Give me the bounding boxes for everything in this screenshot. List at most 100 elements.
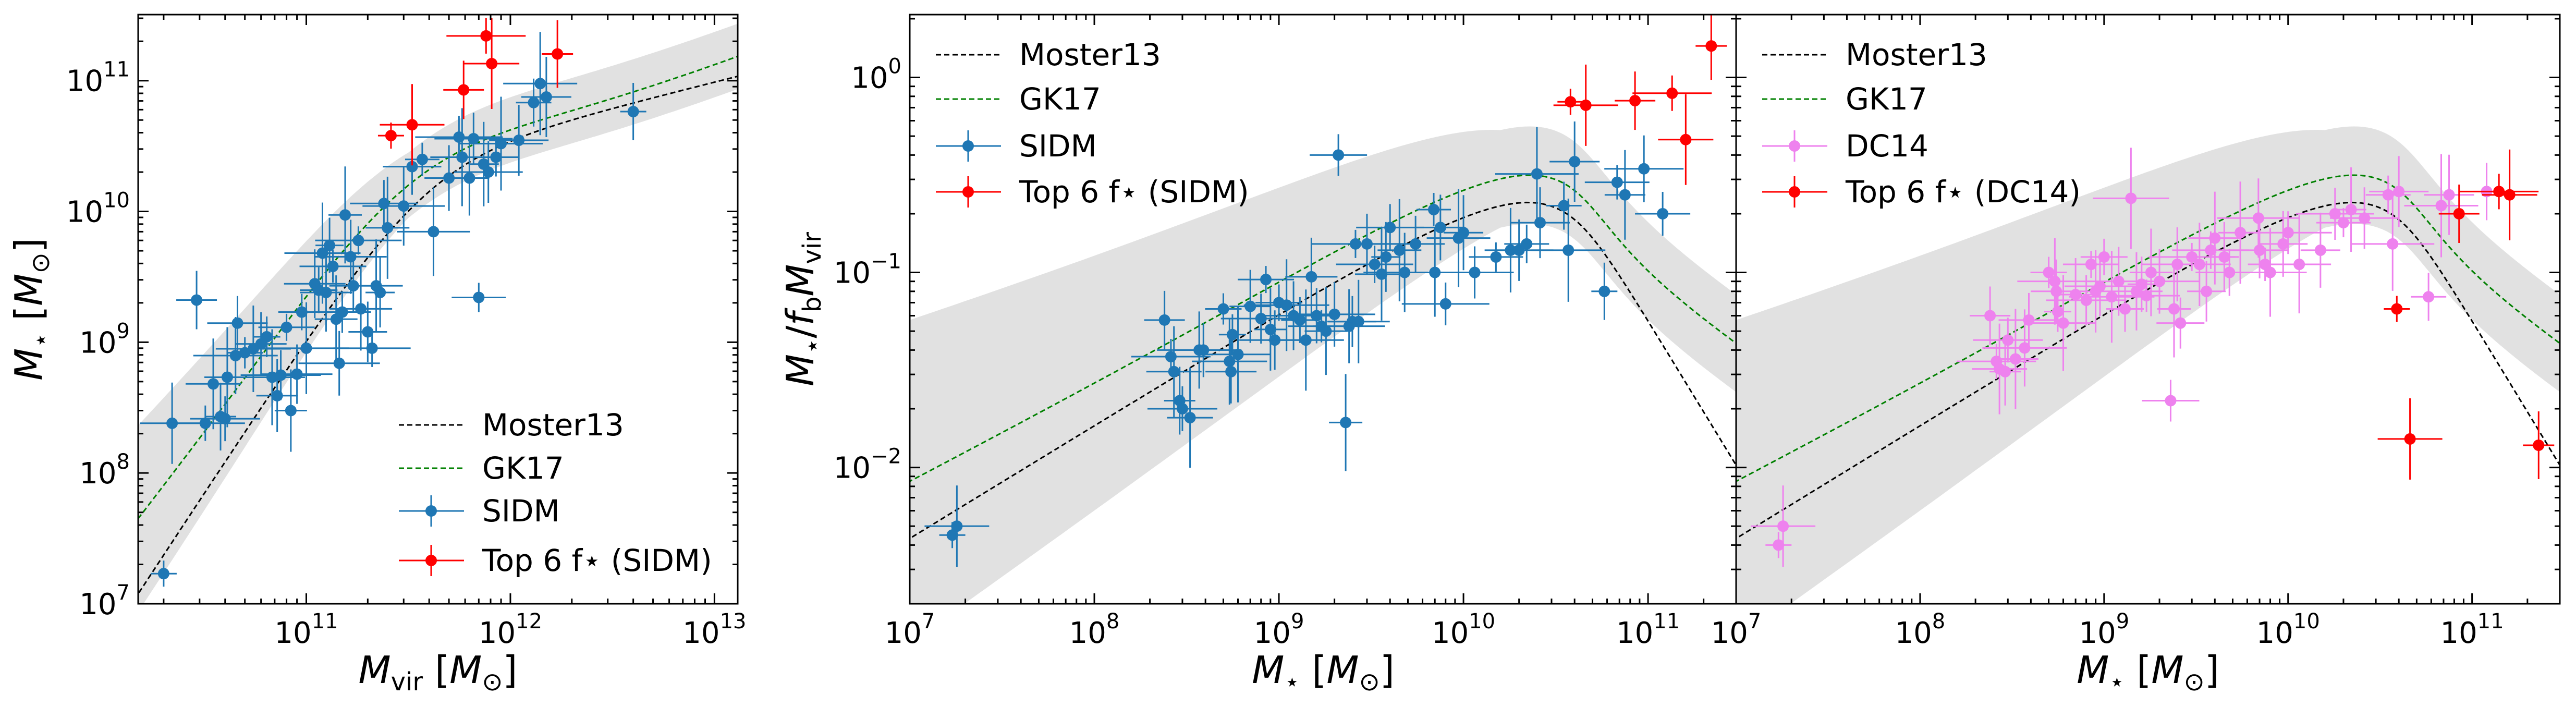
legend: Moster13 GK17 DC14 Top 6 f⋆ (DC14)	[1762, 37, 2081, 210]
data-point	[1281, 297, 1319, 343]
data-point	[2424, 154, 2474, 235]
data-point	[424, 145, 474, 211]
data-point	[2106, 286, 2144, 332]
x-axis-label: M⋆ [M⊙]	[2077, 648, 2219, 697]
data-point	[298, 331, 380, 396]
legend-sidm-label: SIDM	[482, 493, 560, 529]
axis-ticks: 107 108 109 1010 1011	[1711, 15, 2561, 650]
tick-label: 109	[2079, 610, 2129, 650]
data-point	[2093, 148, 2169, 249]
data-point	[315, 217, 344, 273]
data-points	[924, 15, 1727, 567]
gk17-band-area	[138, 23, 738, 604]
top6-point	[1557, 89, 1584, 115]
panel-shmr-dc14: 107 108 109 1010 1011 M⋆ [M⊙] Moster13 GK17 …	[1711, 14, 2561, 697]
data-point	[1970, 286, 2011, 345]
data-point	[1504, 224, 1549, 263]
data-point	[207, 296, 268, 350]
data-point	[2411, 273, 2447, 321]
gk17-band-area	[910, 126, 1736, 604]
data-point	[165, 405, 245, 441]
top6-point	[464, 18, 520, 109]
gk17-scatter-band	[1736, 126, 2560, 604]
x-axis-label: Mvir [M⊙]	[358, 648, 517, 697]
legend-dc14-label: DC14	[1846, 128, 1928, 164]
top6-point	[542, 20, 573, 88]
data-point	[1435, 246, 1514, 299]
data-point	[1293, 282, 1375, 347]
legend-top6-label: Top 6 f⋆ (SIDM)	[1019, 174, 1249, 210]
top6-point	[1658, 94, 1714, 185]
data-point	[263, 302, 349, 394]
data-point	[1604, 135, 1684, 202]
data-point	[2187, 261, 2226, 322]
top6-point	[1632, 75, 1712, 111]
data-point	[2119, 249, 2201, 314]
tick-label: 109	[79, 319, 130, 360]
legend-dc14-marker	[1762, 130, 1827, 162]
data-point	[348, 301, 387, 362]
data-point	[1285, 237, 1338, 316]
tick-label: 1013	[682, 610, 746, 650]
data-point	[328, 166, 362, 264]
legend-top6-marker	[399, 545, 464, 576]
data-point	[274, 369, 307, 452]
legend-sidm-label: SIDM	[1019, 128, 1097, 164]
tick-label: 107	[79, 581, 130, 621]
legend-top6-label: Top 6 f⋆ (SIDM)	[482, 543, 712, 578]
legend-top6-marker	[936, 176, 1001, 208]
tick-label: 1010	[1432, 610, 1495, 650]
data-point	[1992, 309, 2038, 409]
top6-point	[2482, 149, 2537, 240]
data-point	[383, 138, 442, 195]
data-point	[2142, 380, 2200, 422]
tick-label: 1012	[479, 610, 542, 650]
data-point	[1469, 242, 1523, 272]
data-point	[1377, 199, 1422, 301]
axis-ticks: 1011 1012 1013 107 108 109 1010 1011	[66, 15, 746, 650]
top6-point	[1695, 15, 1727, 80]
data-point	[1267, 289, 1344, 391]
data-point	[2030, 275, 2096, 371]
tick-label: 100	[851, 55, 901, 95]
tick-label: 10−2	[834, 445, 901, 485]
data-point	[1329, 374, 1363, 471]
data-point	[1218, 314, 1246, 355]
data-point	[1401, 282, 1490, 325]
y-axis-label: M⋆/fbMvir	[778, 232, 827, 386]
legend-moster13-label: Moster13	[482, 407, 624, 443]
top6-point	[2523, 411, 2555, 479]
top6-point	[1615, 71, 1656, 130]
data-point	[2157, 260, 2191, 358]
legend-gk17-label: GK17	[482, 450, 564, 486]
data-point	[1510, 187, 1570, 259]
data-point	[2233, 228, 2307, 317]
top6-point	[443, 60, 484, 119]
model-curves	[910, 174, 1736, 540]
data-point	[1356, 204, 1424, 251]
data-point	[1205, 339, 1257, 404]
data-point	[2062, 251, 2119, 278]
data-point	[261, 344, 333, 404]
data-point	[620, 83, 646, 141]
x-axis-label: M⋆ [M⊙]	[1252, 648, 1395, 697]
data-point	[1220, 294, 1301, 344]
data-point	[1304, 287, 1348, 375]
data-point	[521, 57, 571, 138]
plot-frame	[137, 14, 739, 605]
data-point	[1310, 134, 1368, 176]
data-point	[2404, 154, 2479, 258]
legend-gk17-label: GK17	[1019, 81, 1101, 117]
data-point	[240, 350, 321, 400]
moster13-curve	[910, 201, 1736, 540]
tick-label: 109	[1254, 610, 1304, 650]
data-point	[365, 176, 410, 279]
gk17-curve	[1736, 174, 2560, 482]
data-point	[1205, 306, 1271, 403]
data-point	[365, 257, 395, 327]
data-point	[329, 267, 393, 351]
top6-point	[2377, 398, 2443, 480]
data-point	[2300, 212, 2340, 288]
